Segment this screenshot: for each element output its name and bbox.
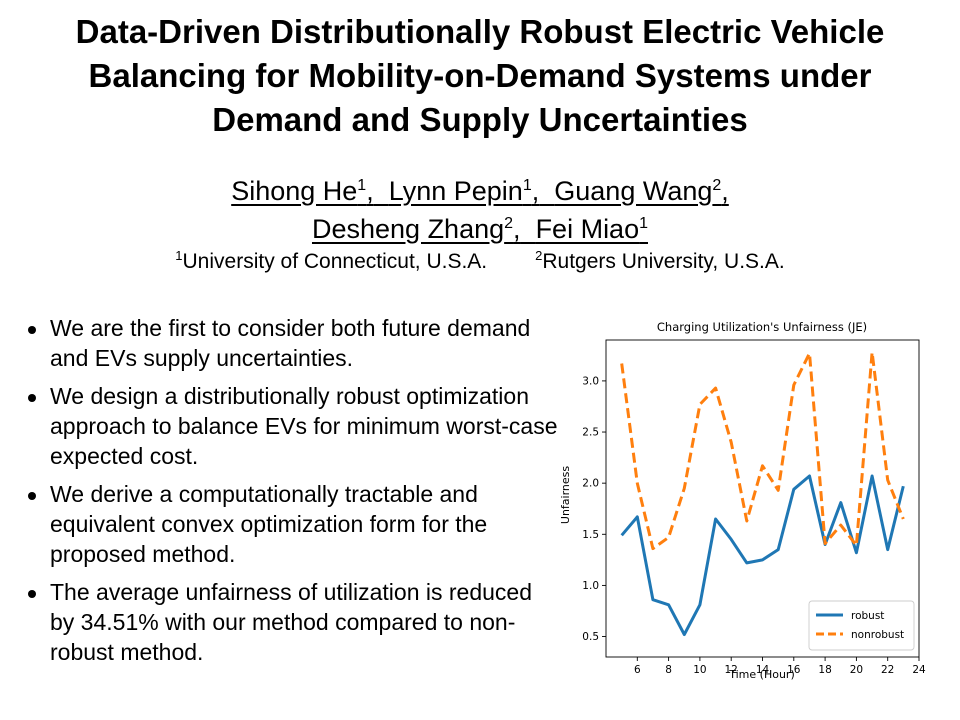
x-tick-label: 10: [693, 664, 706, 676]
x-axis-label: Time (Hour): [728, 668, 795, 681]
y-tick-label: 3.0: [582, 375, 599, 387]
bullet-text: We derive a computationally tractable an…: [50, 481, 488, 567]
x-tick-label: 24: [912, 664, 926, 676]
author-name: Guang Wang2,: [554, 176, 729, 206]
bullet-text: We are the first to consider both future…: [50, 315, 531, 371]
author-affiliation-sup: 1: [639, 215, 648, 232]
x-tick-label: 16: [787, 664, 801, 676]
author-name: Sihong He1,: [231, 176, 374, 206]
y-tick-label: 2.5: [582, 427, 599, 439]
bullet-item: We are the first to consider both future…: [28, 313, 558, 373]
affiliation-1: 1University of Connecticut, U.S.A.: [175, 248, 488, 273]
contribution-list: We are the first to consider both future…: [28, 313, 558, 675]
title-line-1: Data-Driven Distributionally Robust Elec…: [75, 13, 885, 50]
author-separator: ,: [366, 176, 374, 206]
author-affiliation-sup: 1: [357, 177, 367, 194]
bullet-item: We design a distributionally robust opti…: [28, 381, 558, 471]
paper-title: Data-Driven Distributionally Robust Elec…: [0, 10, 960, 142]
y-tick-label: 1.5: [582, 529, 599, 541]
y-tick-label: 1.0: [582, 580, 599, 592]
y-tick-label: 2.0: [582, 478, 599, 490]
author-row-2: Desheng Zhang2, Fei Miao1: [312, 210, 648, 248]
legend-box: [808, 600, 915, 651]
x-tick-label: 14: [756, 664, 770, 676]
author-separator: ,: [721, 176, 729, 206]
bullet-text: We design a distributionally robust opti…: [50, 383, 558, 469]
x-tick-label: 18: [818, 664, 831, 676]
affiliations: 1University of Connecticut, U.S.A. 2Rutge…: [0, 248, 960, 276]
author-name: Desheng Zhang2,: [312, 214, 521, 244]
author-name-text: Lynn Pepin: [388, 176, 523, 206]
bullet-dot-icon: [28, 394, 36, 402]
x-tick-label: 22: [881, 664, 894, 676]
x-tick-label: 8: [665, 664, 672, 676]
series-line-nonrobust: [620, 350, 905, 551]
author-name-text: Guang Wang: [554, 176, 713, 206]
title-line-2: Balancing for Mobility-on-Demand Systems…: [88, 57, 872, 94]
legend-label-robust: robust: [851, 610, 884, 622]
author-affiliation-sup: 2: [504, 215, 514, 232]
affiliation-1-sup: 1: [175, 248, 183, 263]
bullet-text: The average unfairness of utilization is…: [50, 579, 533, 665]
author-row-1: Sihong He1, Lynn Pepin1, Guang Wang2,: [231, 172, 729, 210]
chart-svg: Charging Utilization's Unfairness (JE) T…: [559, 320, 926, 681]
affiliation-1-name: University of Connecticut, U.S.A.: [182, 250, 488, 273]
author-name: Lynn Pepin1,: [389, 176, 540, 206]
bullet-dot-icon: [28, 590, 36, 598]
author-name-text: Desheng Zhang: [311, 214, 505, 244]
affiliation-2: 2Rutgers University, U.S.A.: [535, 248, 785, 273]
author-separator: ,: [531, 176, 540, 206]
author-separator: ,: [513, 214, 521, 244]
y-tick-label: 0.5: [582, 631, 599, 643]
x-tick-label: 20: [850, 664, 863, 676]
x-tick-label: 6: [634, 664, 641, 676]
title-line-3: Demand and Supply Uncertainties: [212, 101, 748, 138]
bullet-item: We derive a computationally tractable an…: [28, 479, 558, 569]
affiliation-2-sup: 2: [535, 248, 543, 263]
bullet-dot-icon: [28, 326, 36, 334]
series-line-robust: [620, 474, 905, 636]
author-name-text: Sihong He: [231, 176, 358, 206]
unfairness-chart: Charging Utilization's Unfairness (JE) T…: [553, 312, 933, 692]
bullet-item: The average unfairness of utilization is…: [28, 577, 558, 667]
affiliation-2-name: Rutgers University, U.S.A.: [542, 250, 785, 273]
author-affiliation-sup: 2: [712, 177, 722, 194]
y-axis-label: Unfairness: [559, 466, 572, 524]
author-name: Fei Miao1: [536, 214, 648, 244]
legend-label-nonrobust: nonrobust: [851, 629, 904, 641]
author-name-text: Fei Miao: [535, 214, 640, 244]
chart-title: Charging Utilization's Unfairness (JE): [657, 320, 867, 334]
author-list: Sihong He1, Lynn Pepin1, Guang Wang2, De…: [0, 172, 960, 248]
bullet-dot-icon: [28, 492, 36, 500]
x-tick-label: 12: [725, 664, 738, 676]
author-affiliation-sup: 1: [522, 177, 532, 194]
